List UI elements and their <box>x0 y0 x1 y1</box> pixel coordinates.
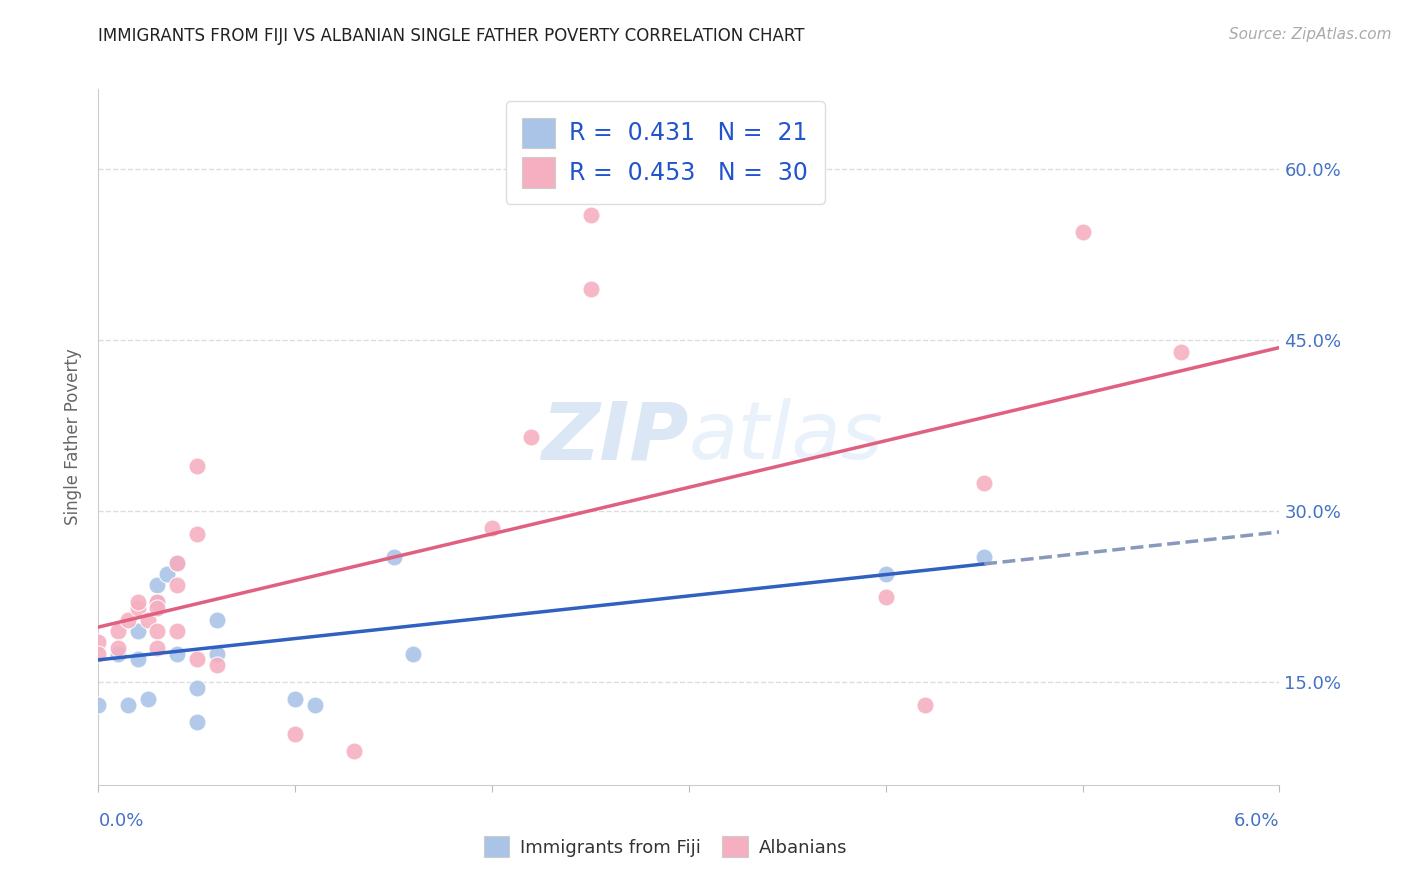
Point <box>146 641 169 656</box>
Point <box>87 698 110 712</box>
Point <box>343 744 366 758</box>
Point <box>579 208 602 222</box>
Point <box>166 624 188 638</box>
Point <box>382 549 405 564</box>
Text: 0.0%: 0.0% <box>98 812 143 830</box>
Point <box>973 475 995 490</box>
Point <box>166 647 188 661</box>
Legend: Immigrants from Fiji, Albanians: Immigrants from Fiji, Albanians <box>475 828 856 866</box>
Text: ZIP: ZIP <box>541 398 689 476</box>
Point <box>186 715 208 730</box>
Point <box>117 698 139 712</box>
Point <box>205 658 228 673</box>
Point <box>579 282 602 296</box>
Point <box>127 595 149 609</box>
Point <box>166 578 188 592</box>
Point <box>127 624 149 638</box>
Point <box>107 647 129 661</box>
Point <box>186 527 208 541</box>
Point <box>186 681 208 695</box>
Point <box>146 578 169 592</box>
Point <box>87 635 110 649</box>
Point <box>186 458 208 473</box>
Point <box>146 601 169 615</box>
Point <box>1071 225 1094 239</box>
Point <box>107 624 129 638</box>
Text: atlas: atlas <box>689 398 884 476</box>
Point <box>304 698 326 712</box>
Point <box>973 549 995 564</box>
Point <box>146 624 169 638</box>
Point <box>481 521 503 535</box>
Point <box>166 556 188 570</box>
Point <box>87 647 110 661</box>
Y-axis label: Single Father Poverty: Single Father Poverty <box>65 349 83 525</box>
Point <box>205 647 228 661</box>
Point <box>107 641 129 656</box>
Point <box>1170 344 1192 359</box>
Point <box>520 430 543 444</box>
Point <box>146 595 169 609</box>
Point <box>127 652 149 666</box>
Point <box>284 692 307 706</box>
Point <box>875 566 897 581</box>
Text: Source: ZipAtlas.com: Source: ZipAtlas.com <box>1229 27 1392 42</box>
Point <box>186 652 208 666</box>
Point <box>205 613 228 627</box>
Point <box>402 647 425 661</box>
Text: IMMIGRANTS FROM FIJI VS ALBANIAN SINGLE FATHER POVERTY CORRELATION CHART: IMMIGRANTS FROM FIJI VS ALBANIAN SINGLE … <box>98 27 804 45</box>
Point <box>136 692 159 706</box>
Point <box>117 613 139 627</box>
Text: 6.0%: 6.0% <box>1234 812 1279 830</box>
Point <box>127 601 149 615</box>
Point <box>136 613 159 627</box>
Point <box>156 566 179 581</box>
Point <box>284 726 307 740</box>
Point <box>166 556 188 570</box>
Point <box>146 595 169 609</box>
Point <box>914 698 936 712</box>
Point <box>875 590 897 604</box>
